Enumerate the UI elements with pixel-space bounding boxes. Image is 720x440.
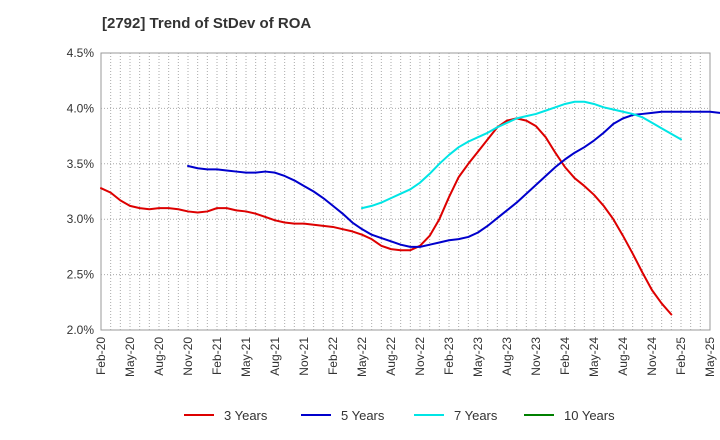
legend-label: 10 Years bbox=[564, 408, 615, 423]
y-tick-label: 3.5% bbox=[67, 157, 95, 171]
legend-label: 7 Years bbox=[454, 408, 498, 423]
x-tick-label: Aug-21 bbox=[268, 337, 282, 376]
x-tick-label: May-25 bbox=[703, 337, 717, 377]
x-tick-label: Feb-20 bbox=[94, 337, 108, 375]
series-lines bbox=[100, 100, 720, 316]
x-tick-label: Nov-23 bbox=[529, 337, 543, 376]
x-tick-label: Aug-22 bbox=[384, 337, 398, 376]
x-tick-label: Nov-20 bbox=[181, 337, 195, 376]
x-tick-label: Aug-24 bbox=[616, 337, 630, 376]
grid-lines bbox=[101, 53, 710, 330]
x-tick-label: Nov-22 bbox=[413, 337, 427, 376]
x-tick-label: Feb-23 bbox=[442, 337, 456, 375]
y-tick-label: 2.0% bbox=[67, 323, 95, 337]
x-tick-label: Aug-23 bbox=[500, 337, 514, 376]
y-tick-label: 2.5% bbox=[67, 268, 95, 282]
x-tick-label: May-23 bbox=[471, 337, 485, 377]
series-line-7-years bbox=[361, 100, 682, 210]
y-axis-ticks: 2.0% 2.5% 3.0% 3.5% 4.0% 4.5% bbox=[67, 46, 95, 337]
x-tick-label: May-20 bbox=[123, 337, 137, 377]
series-line-3-years bbox=[100, 117, 673, 316]
x-tick-label: May-22 bbox=[355, 337, 369, 377]
x-tick-label: Feb-21 bbox=[210, 337, 224, 375]
legend-label: 5 Years bbox=[341, 408, 385, 423]
chart-title: [2792] Trend of StDev of ROA bbox=[102, 15, 312, 32]
series-line-5-years bbox=[187, 110, 720, 248]
x-tick-label: May-24 bbox=[587, 337, 601, 377]
x-axis-ticks: Feb-20 May-20 Aug-20 Nov-20 Feb-21 May-21 Aug-… bbox=[94, 337, 717, 377]
x-tick-label: Feb-25 bbox=[674, 337, 688, 375]
legend-label: 3 Years bbox=[224, 408, 268, 423]
x-tick-label: May-21 bbox=[239, 337, 253, 377]
y-tick-label: 4.0% bbox=[67, 101, 95, 115]
x-tick-label: Feb-22 bbox=[326, 337, 340, 375]
x-tick-label: Nov-24 bbox=[645, 337, 659, 376]
legend: 3 Years 5 Years 7 Years 10 Years bbox=[184, 408, 615, 423]
x-tick-label: Aug-20 bbox=[152, 337, 166, 376]
y-tick-label: 3.0% bbox=[67, 212, 95, 226]
x-tick-label: Nov-21 bbox=[297, 337, 311, 376]
y-tick-label: 4.5% bbox=[67, 46, 95, 60]
x-tick-label: Feb-24 bbox=[558, 337, 572, 375]
